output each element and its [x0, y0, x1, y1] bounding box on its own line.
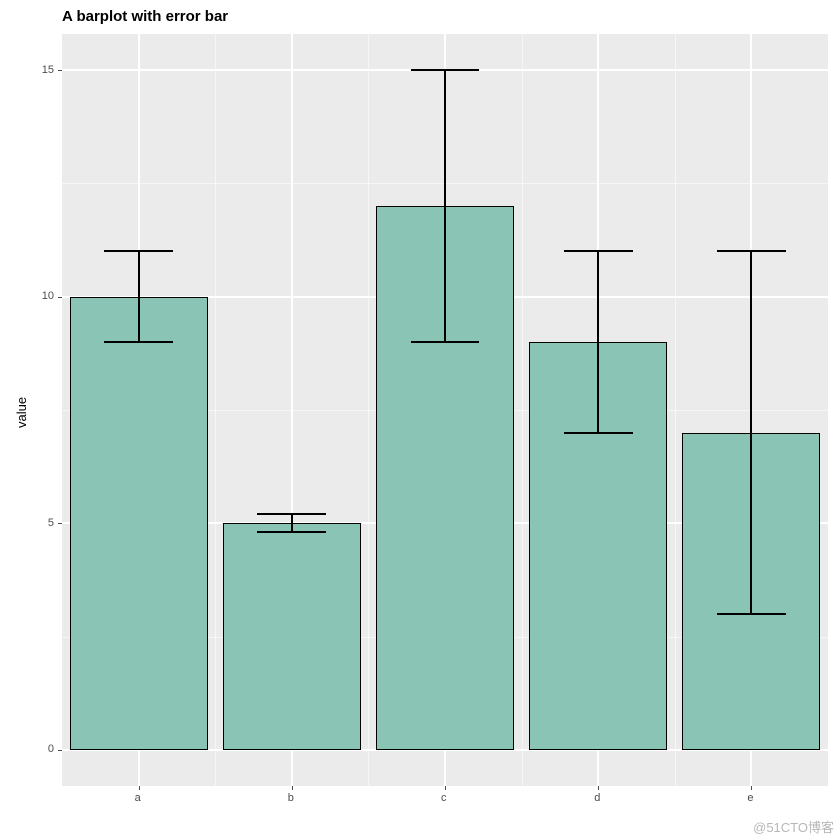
vgridline-minor [215, 34, 216, 786]
plot-panel [62, 34, 828, 786]
ytick-mark [58, 523, 62, 524]
errorbar-cap [717, 613, 786, 615]
xtick-mark [598, 786, 599, 790]
errorbar-stem [750, 251, 752, 613]
chart-container: A barplot with error bar value 0 5 10 15 a b… [0, 0, 840, 840]
vgridline-minor [522, 34, 523, 786]
xtick-mark [751, 786, 752, 790]
chart-title: A barplot with error bar [62, 8, 228, 25]
xtick-label: e [747, 792, 753, 804]
errorbar-cap [104, 341, 173, 343]
errorbar-cap [411, 341, 480, 343]
ytick-label: 10 [42, 290, 54, 302]
xtick-label: d [594, 792, 600, 804]
errorbar-cap [564, 432, 633, 434]
vgridline-minor [675, 34, 676, 786]
errorbar-cap [104, 250, 173, 252]
xtick-label: b [288, 792, 294, 804]
errorbar-stem [597, 251, 599, 432]
ytick-mark [58, 297, 62, 298]
xtick-mark [139, 786, 140, 790]
errorbar-stem [138, 251, 140, 342]
ytick-label: 5 [48, 517, 54, 529]
ytick-label: 0 [48, 743, 54, 755]
bar-a [70, 297, 208, 750]
errorbar-stem [291, 514, 293, 532]
xtick-mark [292, 786, 293, 790]
errorbar-cap [257, 513, 326, 515]
errorbar-cap [717, 250, 786, 252]
xtick-mark [445, 786, 446, 790]
errorbar-cap [411, 69, 480, 71]
ytick-mark [58, 750, 62, 751]
vgridline-minor [368, 34, 369, 786]
ytick-mark [58, 70, 62, 71]
xtick-label: a [135, 792, 141, 804]
errorbar-cap [564, 250, 633, 252]
bar-b [223, 523, 361, 750]
errorbar-stem [444, 70, 446, 342]
ytick-label: 15 [42, 64, 54, 76]
errorbar-cap [257, 531, 326, 533]
xtick-label: c [441, 792, 447, 804]
watermark-text: @51CTO博客 [753, 817, 834, 836]
y-axis-label: value [14, 397, 29, 428]
